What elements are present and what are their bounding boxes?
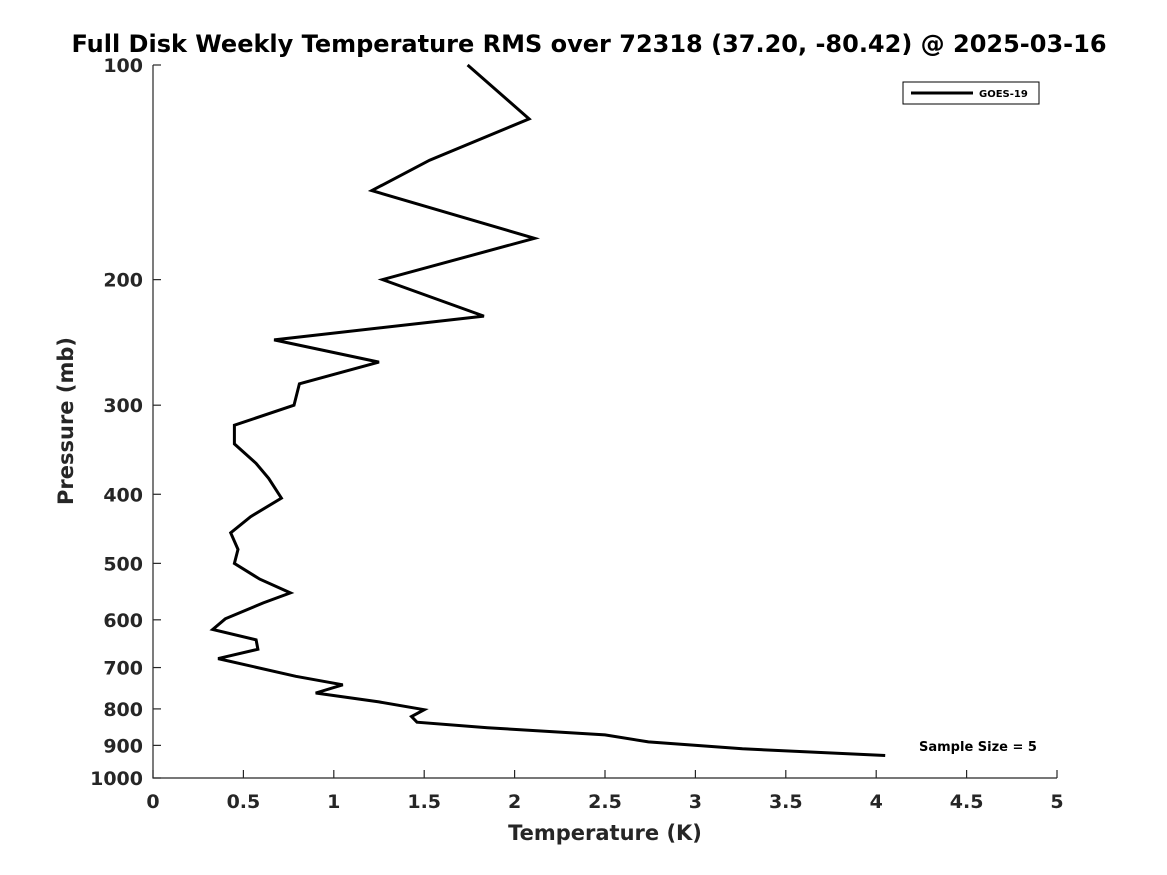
x-tick-label: 0.5	[227, 791, 261, 813]
y-tick-label: 900	[103, 735, 143, 757]
y-tick-label: 300	[103, 395, 143, 417]
sample-size-annotation: Sample Size = 5	[919, 740, 1037, 755]
x-tick-label: 3	[689, 791, 702, 813]
y-tick-label: 200	[103, 270, 143, 292]
x-tick-label: 2.5	[588, 791, 622, 813]
y-tick-label: 700	[103, 658, 143, 680]
y-axis: 100 200 300 400 500 600 700 800 900 1000	[90, 55, 161, 790]
y-tick-label: 600	[103, 610, 143, 632]
series-line-goes-19	[209, 63, 886, 757]
legend: GOES-19	[902, 81, 1040, 105]
x-axis-label: Temperature (K)	[508, 821, 702, 845]
legend-label-goes-19: GOES-19	[979, 89, 1028, 100]
chart-title: Full Disk Weekly Temperature RMS over 72…	[71, 30, 1106, 58]
x-axis: 0 0.5 1 1.5 2 2.5 3 3.5 4 4.5 5	[146, 770, 1064, 813]
y-axis-label: Pressure (mb)	[54, 337, 78, 505]
axes-frame	[152, 65, 1057, 779]
x-tick-label: 1.5	[407, 791, 441, 813]
x-tick-label: 4	[870, 791, 883, 813]
x-tick-label: 5	[1050, 791, 1063, 813]
y-tick-label: 1000	[90, 768, 143, 790]
y-tick-label: 100	[103, 55, 143, 77]
x-tick-label: 2	[508, 791, 521, 813]
x-tick-label: 0	[146, 791, 159, 813]
y-tick-label: 500	[103, 553, 143, 575]
x-tick-label: 4.5	[950, 791, 984, 813]
y-tick-label: 400	[103, 484, 143, 506]
x-tick-label: 3.5	[769, 791, 803, 813]
plot-area	[152, 65, 1057, 779]
y-tick-label: 800	[103, 699, 143, 721]
x-tick-label: 1	[327, 791, 340, 813]
